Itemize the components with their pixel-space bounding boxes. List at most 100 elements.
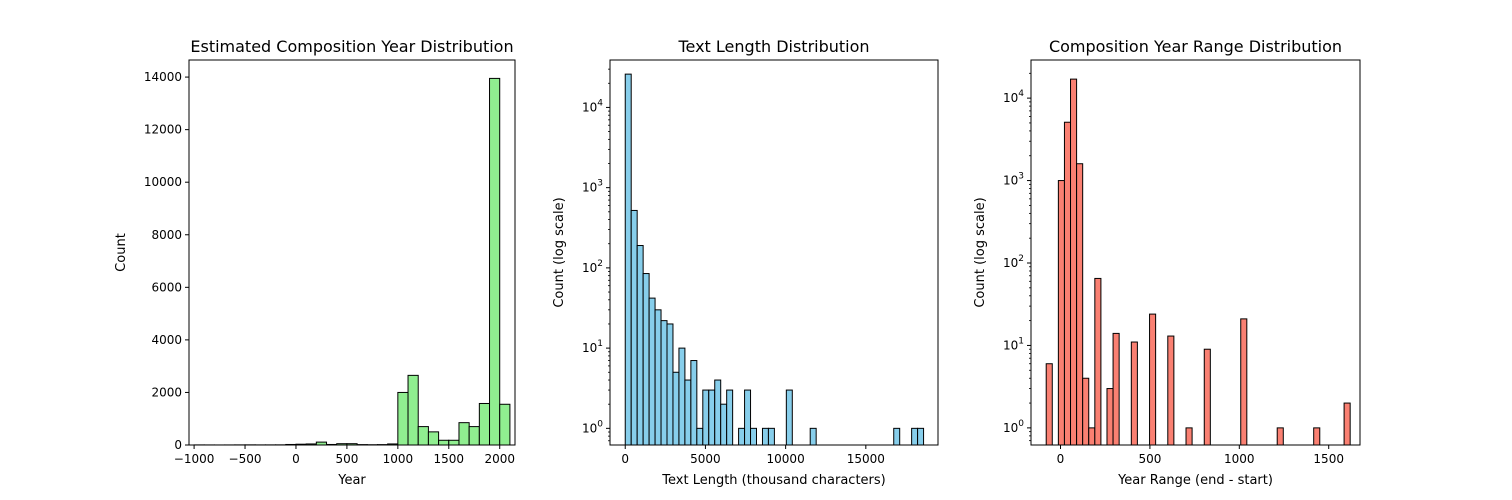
- histogram-bar: [1240, 318, 1248, 446]
- x-tick-label: 10000: [767, 452, 805, 466]
- y-tick-label: 104: [582, 98, 603, 114]
- histogram-bar: [690, 360, 698, 446]
- histogram-bar: [489, 77, 501, 446]
- histogram-bar: [702, 389, 710, 446]
- histogram-bar: [767, 427, 775, 446]
- histogram-bar: [654, 309, 662, 446]
- histogram-bar: [1203, 348, 1211, 446]
- y-tick-label: 6000: [151, 280, 182, 294]
- y-tick-label: 101: [1003, 336, 1024, 352]
- histogram-bar: [407, 374, 419, 446]
- histogram-bar: [678, 347, 686, 446]
- bars: [624, 73, 925, 446]
- histogram-bar: [438, 439, 450, 446]
- y-tick-label: 101: [582, 339, 603, 355]
- y-axis-label: Count (log scale): [552, 197, 567, 307]
- y-tick-label: 102: [1003, 254, 1024, 270]
- x-axis-label: Year: [337, 473, 366, 488]
- histogram-bar: [1343, 402, 1351, 446]
- histogram-bar: [1045, 363, 1053, 446]
- histogram-bar: [1076, 163, 1084, 446]
- x-axis-label: Text Length (thousand characters): [661, 473, 885, 488]
- histogram-bar: [750, 427, 758, 446]
- histogram-bar: [1070, 78, 1078, 446]
- chart-title: Text Length Distribution: [677, 37, 869, 56]
- histogram-bar: [1057, 180, 1065, 446]
- histogram-bar: [696, 427, 704, 446]
- histogram-bar: [761, 427, 769, 446]
- y-tick-label: 0: [174, 438, 182, 452]
- histogram-bar: [636, 245, 644, 446]
- y-tick-label: 14000: [144, 70, 182, 84]
- panel-composition-year: −1000 −500 0 500 1000 1500 2000 0 2000 4000 6000 80…: [114, 37, 516, 488]
- histogram-bar: [427, 431, 440, 446]
- chart-title: Estimated Composition Year Distribution: [190, 37, 513, 56]
- y-tick-label: 12000: [144, 123, 182, 137]
- y-tick-label: 102: [582, 259, 603, 275]
- y-axis-label: Count: [114, 233, 129, 272]
- axes-frame: [1030, 59, 1361, 446]
- histogram-bar: [624, 73, 632, 446]
- histogram-bar: [726, 389, 734, 446]
- histogram-bar: [917, 427, 925, 446]
- histogram-bar: [1167, 335, 1175, 446]
- x-tick-label: 1500: [1313, 452, 1344, 466]
- y-tick-label: 100: [1003, 419, 1024, 435]
- histogram-bar: [642, 273, 650, 446]
- x-tick-label: 500: [335, 452, 358, 466]
- axes-frame: [609, 59, 939, 446]
- histogram-bar: [1149, 313, 1157, 446]
- x-axis-label: Year Range (end - start): [1117, 473, 1273, 488]
- histogram-bar: [1106, 388, 1114, 446]
- histogram-bar: [1276, 427, 1284, 446]
- histogram-bar: [672, 371, 680, 446]
- chart-title: Composition Year Range Distribution: [1049, 37, 1342, 56]
- histogram-bar: [1313, 427, 1321, 446]
- y-tick-label: 4000: [151, 333, 182, 347]
- histogram-bar: [1088, 427, 1096, 446]
- histogram-bar: [448, 439, 460, 446]
- panel-text-length: 0 5000 10000 15000 100 101 102 103 104 Text Leng…: [552, 37, 939, 488]
- x-tick-label: 5000: [690, 452, 721, 466]
- histogram-bar: [1185, 427, 1193, 446]
- histogram-bar: [744, 389, 752, 446]
- y-tick-label: 100: [582, 419, 603, 435]
- histogram-bar: [397, 391, 409, 446]
- x-tick-label: 0: [292, 452, 300, 466]
- x-tick-label: 1000: [383, 452, 414, 466]
- histogram-bar: [499, 403, 511, 446]
- histogram-bar: [1082, 377, 1090, 446]
- histogram-bar: [720, 403, 728, 446]
- histogram-bar: [1063, 121, 1072, 446]
- x-tick-label: 0: [621, 452, 629, 466]
- y-axis-label: Count (log scale): [973, 197, 988, 307]
- y-tick-label: 10000: [144, 175, 182, 189]
- histogram-bar: [684, 379, 692, 446]
- ticks: 0 500 1000 1500 100 101 102 103 104: [1003, 72, 1344, 466]
- y-tick-label: 8000: [151, 228, 182, 242]
- histogram-bar: [785, 389, 793, 446]
- histogram-bar: [893, 427, 901, 446]
- panel-year-range: 0 500 1000 1500 100 101 102 103 104 Composition …: [973, 37, 1361, 488]
- axes-frame: [188, 59, 516, 446]
- histogram-bar: [714, 379, 722, 446]
- histogram-bar: [666, 323, 674, 446]
- histogram-bar: [809, 427, 817, 446]
- x-tick-label: 1000: [1224, 452, 1255, 466]
- x-tick-label: 1500: [434, 452, 465, 466]
- y-tick-label: 104: [1003, 89, 1024, 105]
- y-tick-label: 2000: [151, 385, 182, 399]
- histogram-bar: [660, 320, 668, 446]
- histogram-bar: [417, 426, 429, 446]
- ticks: −1000 −500 0 500 1000 1500 2000 0 2000 4000 6000 80…: [144, 70, 515, 466]
- x-tick-label: 15000: [847, 452, 885, 466]
- histogram-bar: [708, 389, 716, 446]
- x-tick-label: 0: [1057, 452, 1065, 466]
- x-tick-label: 2000: [484, 452, 515, 466]
- histogram-bar: [468, 426, 480, 446]
- histogram-bar: [1112, 332, 1120, 446]
- histogram-bar: [1130, 341, 1138, 446]
- histogram-bar: [478, 402, 491, 446]
- histogram-bar: [458, 422, 470, 446]
